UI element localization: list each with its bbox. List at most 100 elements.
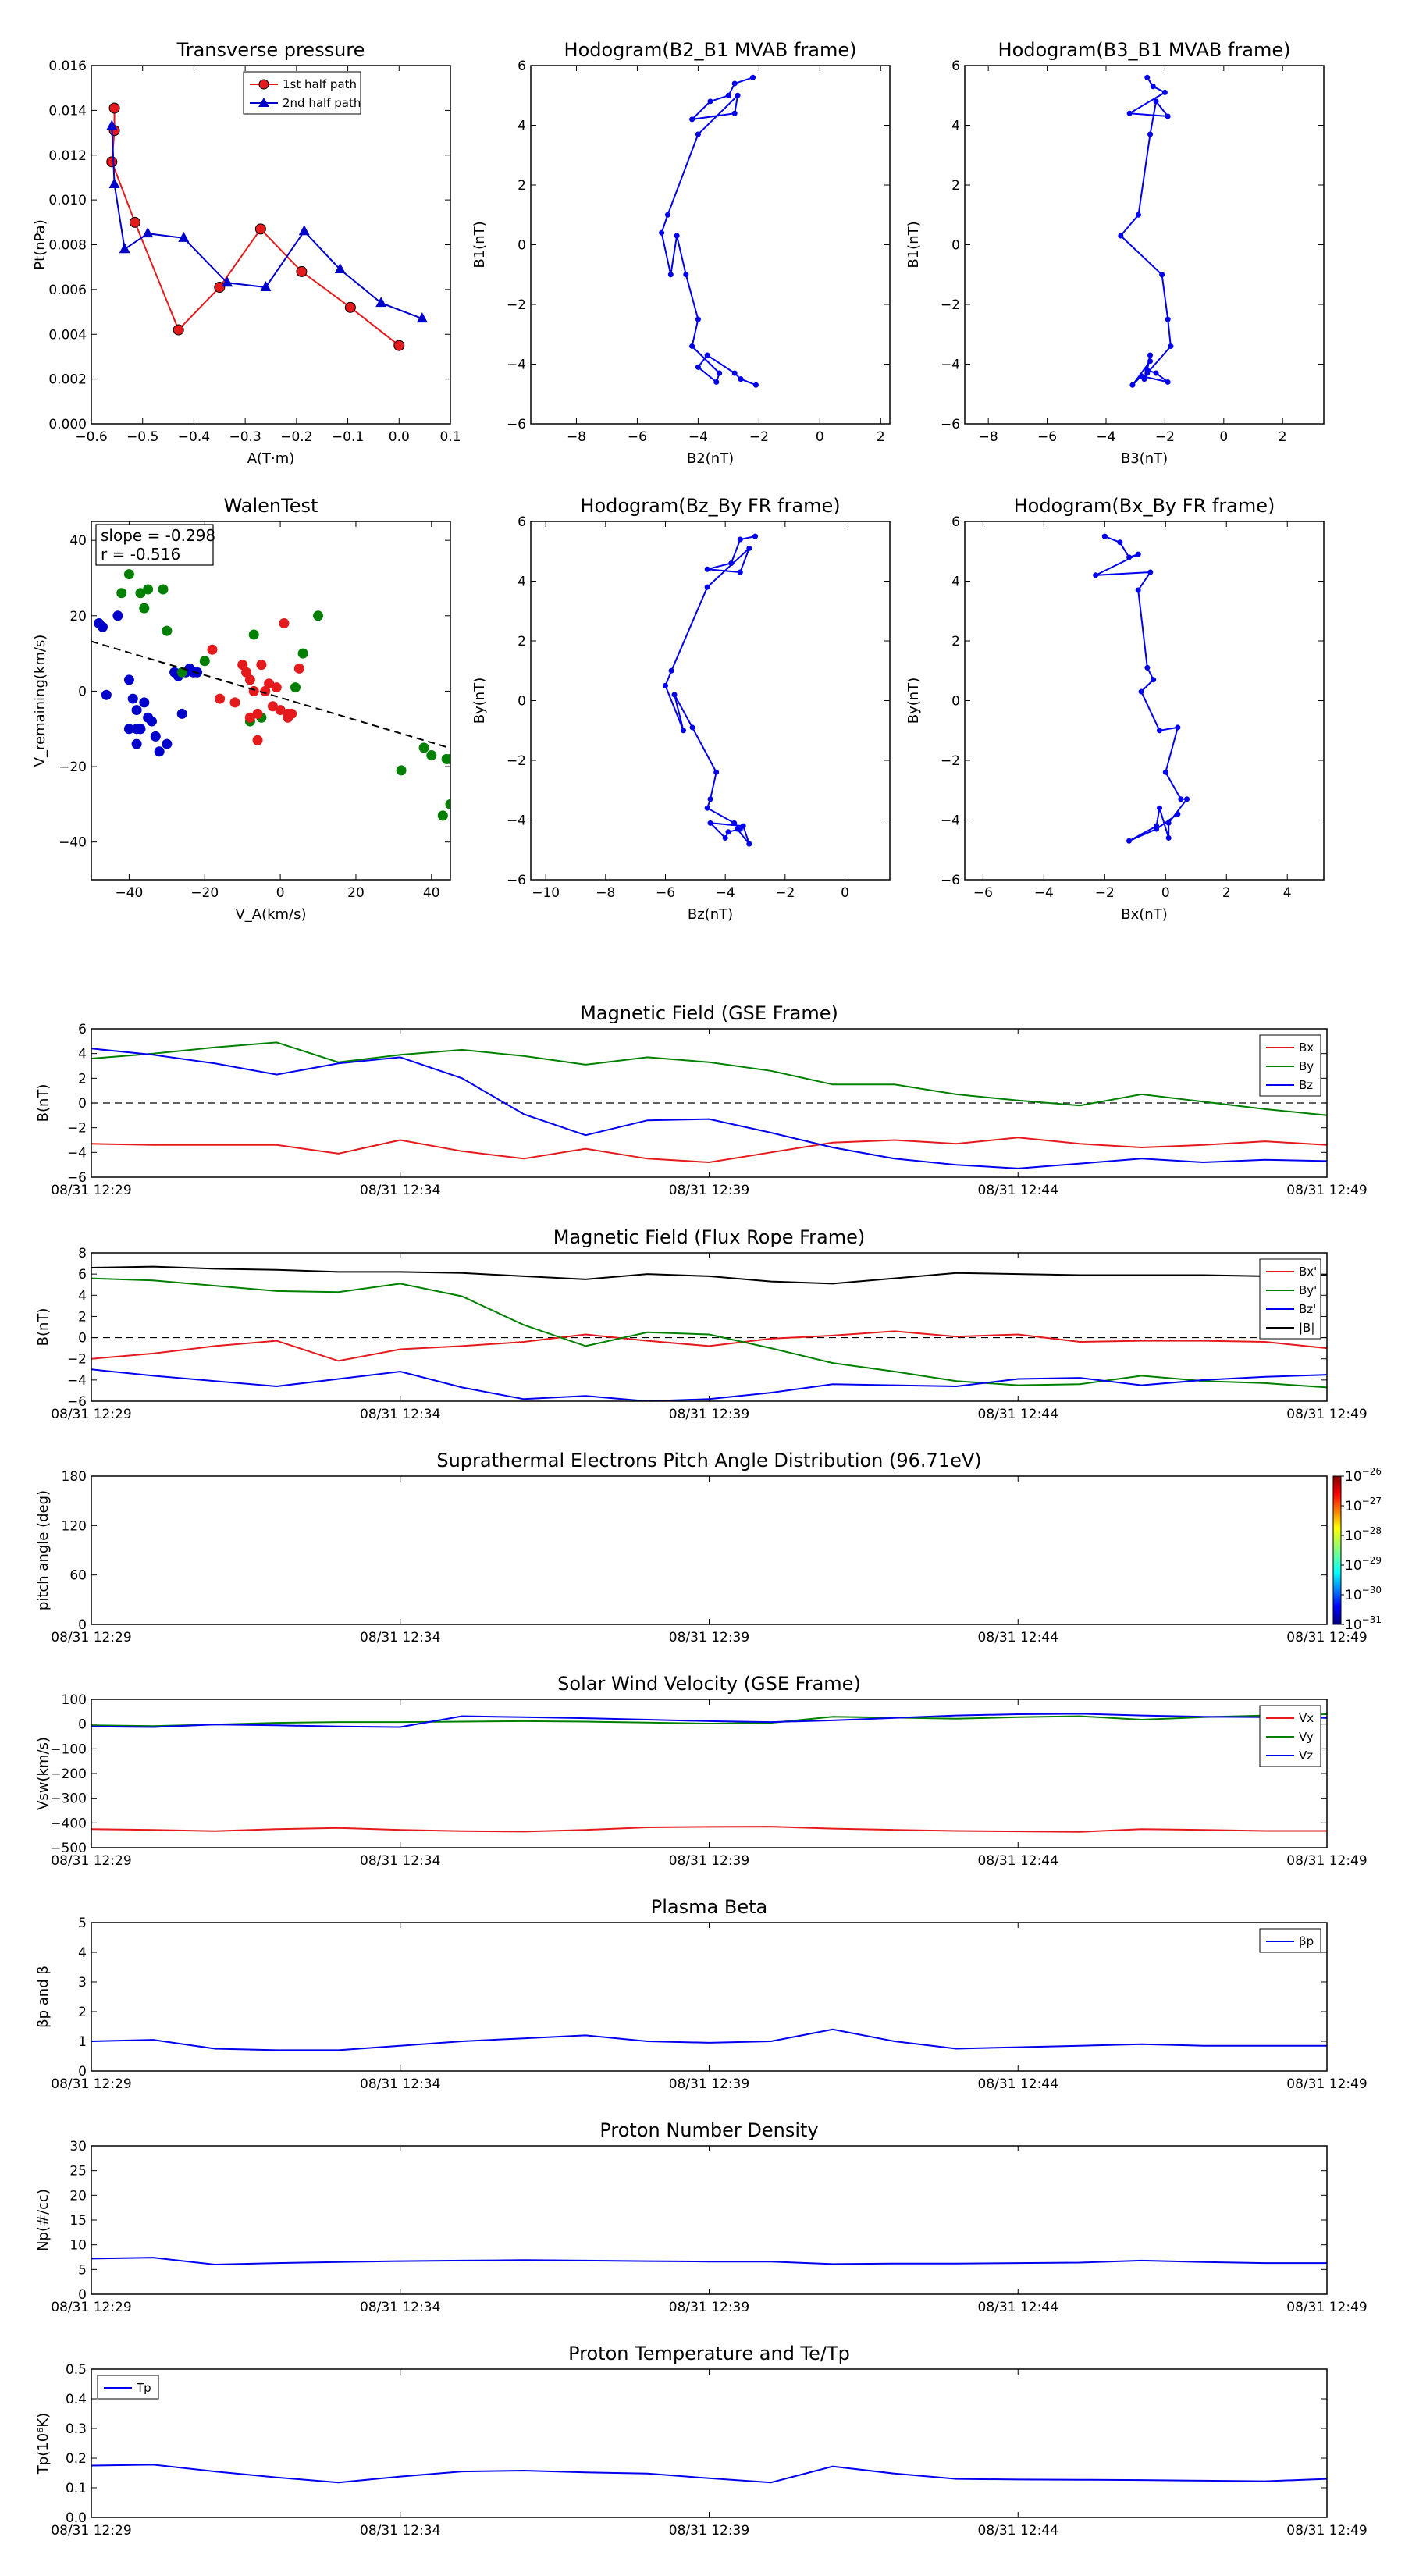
- scatter-point: [123, 569, 134, 580]
- y-tick-label: −400: [50, 1816, 87, 1831]
- y-tick-label: 0: [78, 1717, 87, 1733]
- data-point: [737, 536, 743, 543]
- data-point: [1144, 367, 1151, 373]
- x-tick-label: 0.0: [389, 429, 410, 445]
- y-tick-label: 0.014: [48, 103, 87, 119]
- panel-pt: Transverse pressure −0.6 −0.5 −0.4 −0.3 −0.2 −…: [32, 39, 461, 467]
- data-point: [129, 216, 140, 228]
- colorbar-exponent: −26: [1362, 1466, 1382, 1477]
- y-tick-label: −6: [67, 1394, 87, 1410]
- y-tick-label: 0.2: [66, 2451, 87, 2467]
- x-tick-label: −6: [1037, 429, 1057, 445]
- scatter-point: [271, 682, 282, 693]
- data-point: [1150, 84, 1156, 90]
- colorbar-tick-label: 10−26: [1345, 1466, 1382, 1485]
- x-tick-label: 0: [841, 885, 849, 901]
- y-tick-label: 6: [518, 59, 526, 74]
- legend: βp: [1259, 1928, 1321, 1953]
- y-tick-label: 15: [69, 2213, 87, 2229]
- data-point: [731, 370, 738, 376]
- legend-label: Vz: [1299, 1749, 1313, 1763]
- scatter-point: [215, 693, 226, 704]
- data-point: [695, 131, 701, 137]
- y-tick-label: 4: [78, 1288, 87, 1304]
- scatter-point: [293, 663, 304, 674]
- data-point: [106, 156, 118, 168]
- data-point: [683, 272, 689, 278]
- data-point: [1117, 539, 1123, 546]
- y-tick-label: 4: [78, 1047, 87, 1062]
- plot-frame: [91, 2145, 1328, 2295]
- y-tick-label: 0: [78, 1331, 87, 1347]
- chart-title: WalenTest: [224, 495, 318, 517]
- x-tick-label: −4: [716, 885, 735, 901]
- series-line-|B|: [91, 1265, 1327, 1285]
- y-tick-label: −4: [507, 813, 526, 829]
- y-tick-label: 0: [518, 694, 526, 710]
- y-tick-label: 6: [78, 1022, 87, 1037]
- panel-walen: WalenTest −40 −20 0 20 40 −40 −20 0 20 40 V_A(km/s)…: [32, 495, 451, 923]
- scatter-point: [162, 738, 173, 749]
- x-axis-label: Bx(nT): [1121, 906, 1167, 923]
- scatter-point: [260, 685, 271, 696]
- data-point: [704, 352, 710, 358]
- panel-hodo2: Hodogram(B3_B1 MVAB frame) −8 −6 −4 −2 0 2 −6 −4…: [905, 39, 1325, 467]
- data-point: [695, 316, 701, 322]
- data-point: [1126, 554, 1133, 560]
- data-point: [1147, 569, 1154, 575]
- scatter-point: [162, 625, 173, 636]
- x-tick-label: 08/31 12:44: [978, 1630, 1058, 1646]
- series-line-Bx': [91, 1330, 1327, 1362]
- y-tick-label: −40: [59, 835, 87, 851]
- y-tick-label: 6: [518, 514, 526, 530]
- y-tick-label: 0.000: [48, 417, 87, 432]
- y-tick-label: −4: [941, 358, 960, 373]
- chart-title: Hodogram(B3_B1 MVAB frame): [998, 39, 1291, 61]
- data-point: [707, 98, 713, 105]
- y-tick-label: 0.0: [66, 2510, 87, 2526]
- legend-label: Bx': [1299, 1265, 1317, 1279]
- y-tick-label: 10: [69, 2238, 87, 2254]
- y-axis-label: By(nT): [905, 678, 922, 724]
- data-point: [728, 560, 735, 567]
- x-tick-label: 08/31 12:29: [51, 1407, 131, 1422]
- data-point: [1159, 272, 1165, 278]
- data-point: [659, 229, 665, 236]
- data-point: [1129, 382, 1136, 388]
- scatter-point: [248, 685, 259, 696]
- plot-frame: [91, 1252, 1328, 1402]
- x-tick-label: 08/31 12:29: [51, 2300, 131, 2315]
- x-tick-label: 0: [816, 429, 824, 445]
- scatter-point: [283, 712, 293, 723]
- data-point: [1147, 358, 1154, 365]
- y-tick-label: −200: [50, 1767, 87, 1782]
- scatter-point: [244, 712, 255, 723]
- x-tick-label: 08/31 12:39: [669, 2523, 749, 2539]
- scatter-point: [98, 621, 108, 632]
- y-tick-label: −6: [507, 873, 526, 888]
- y-tick-label: −2: [507, 297, 526, 313]
- data-point: [689, 343, 695, 350]
- colorbar-base: 10: [1345, 1588, 1362, 1603]
- y-tick-label: 2: [78, 1309, 87, 1325]
- data-point: [1165, 316, 1171, 322]
- data-point: [737, 569, 743, 575]
- scatter-point: [143, 584, 154, 595]
- y-tick-label: 4: [78, 1945, 87, 1961]
- x-tick-label: 08/31 12:29: [51, 2523, 131, 2539]
- y-tick-label: 100: [62, 1692, 87, 1708]
- hodogram-line: [1095, 535, 1189, 842]
- scatter-point: [248, 629, 259, 640]
- x-tick-label: 08/31 12:29: [51, 1183, 131, 1198]
- plot-area: [91, 2028, 1327, 2051]
- scatter-point: [297, 648, 308, 659]
- legend-marker: [258, 79, 269, 90]
- series-line-1: [111, 108, 400, 347]
- y-tick-label: 0.006: [48, 283, 87, 298]
- plot-frame: [91, 1475, 1328, 1625]
- y-tick-label: 0: [78, 684, 87, 699]
- series-line-Bz: [91, 1048, 1327, 1169]
- data-point: [1126, 838, 1133, 844]
- plot-area: [106, 102, 428, 351]
